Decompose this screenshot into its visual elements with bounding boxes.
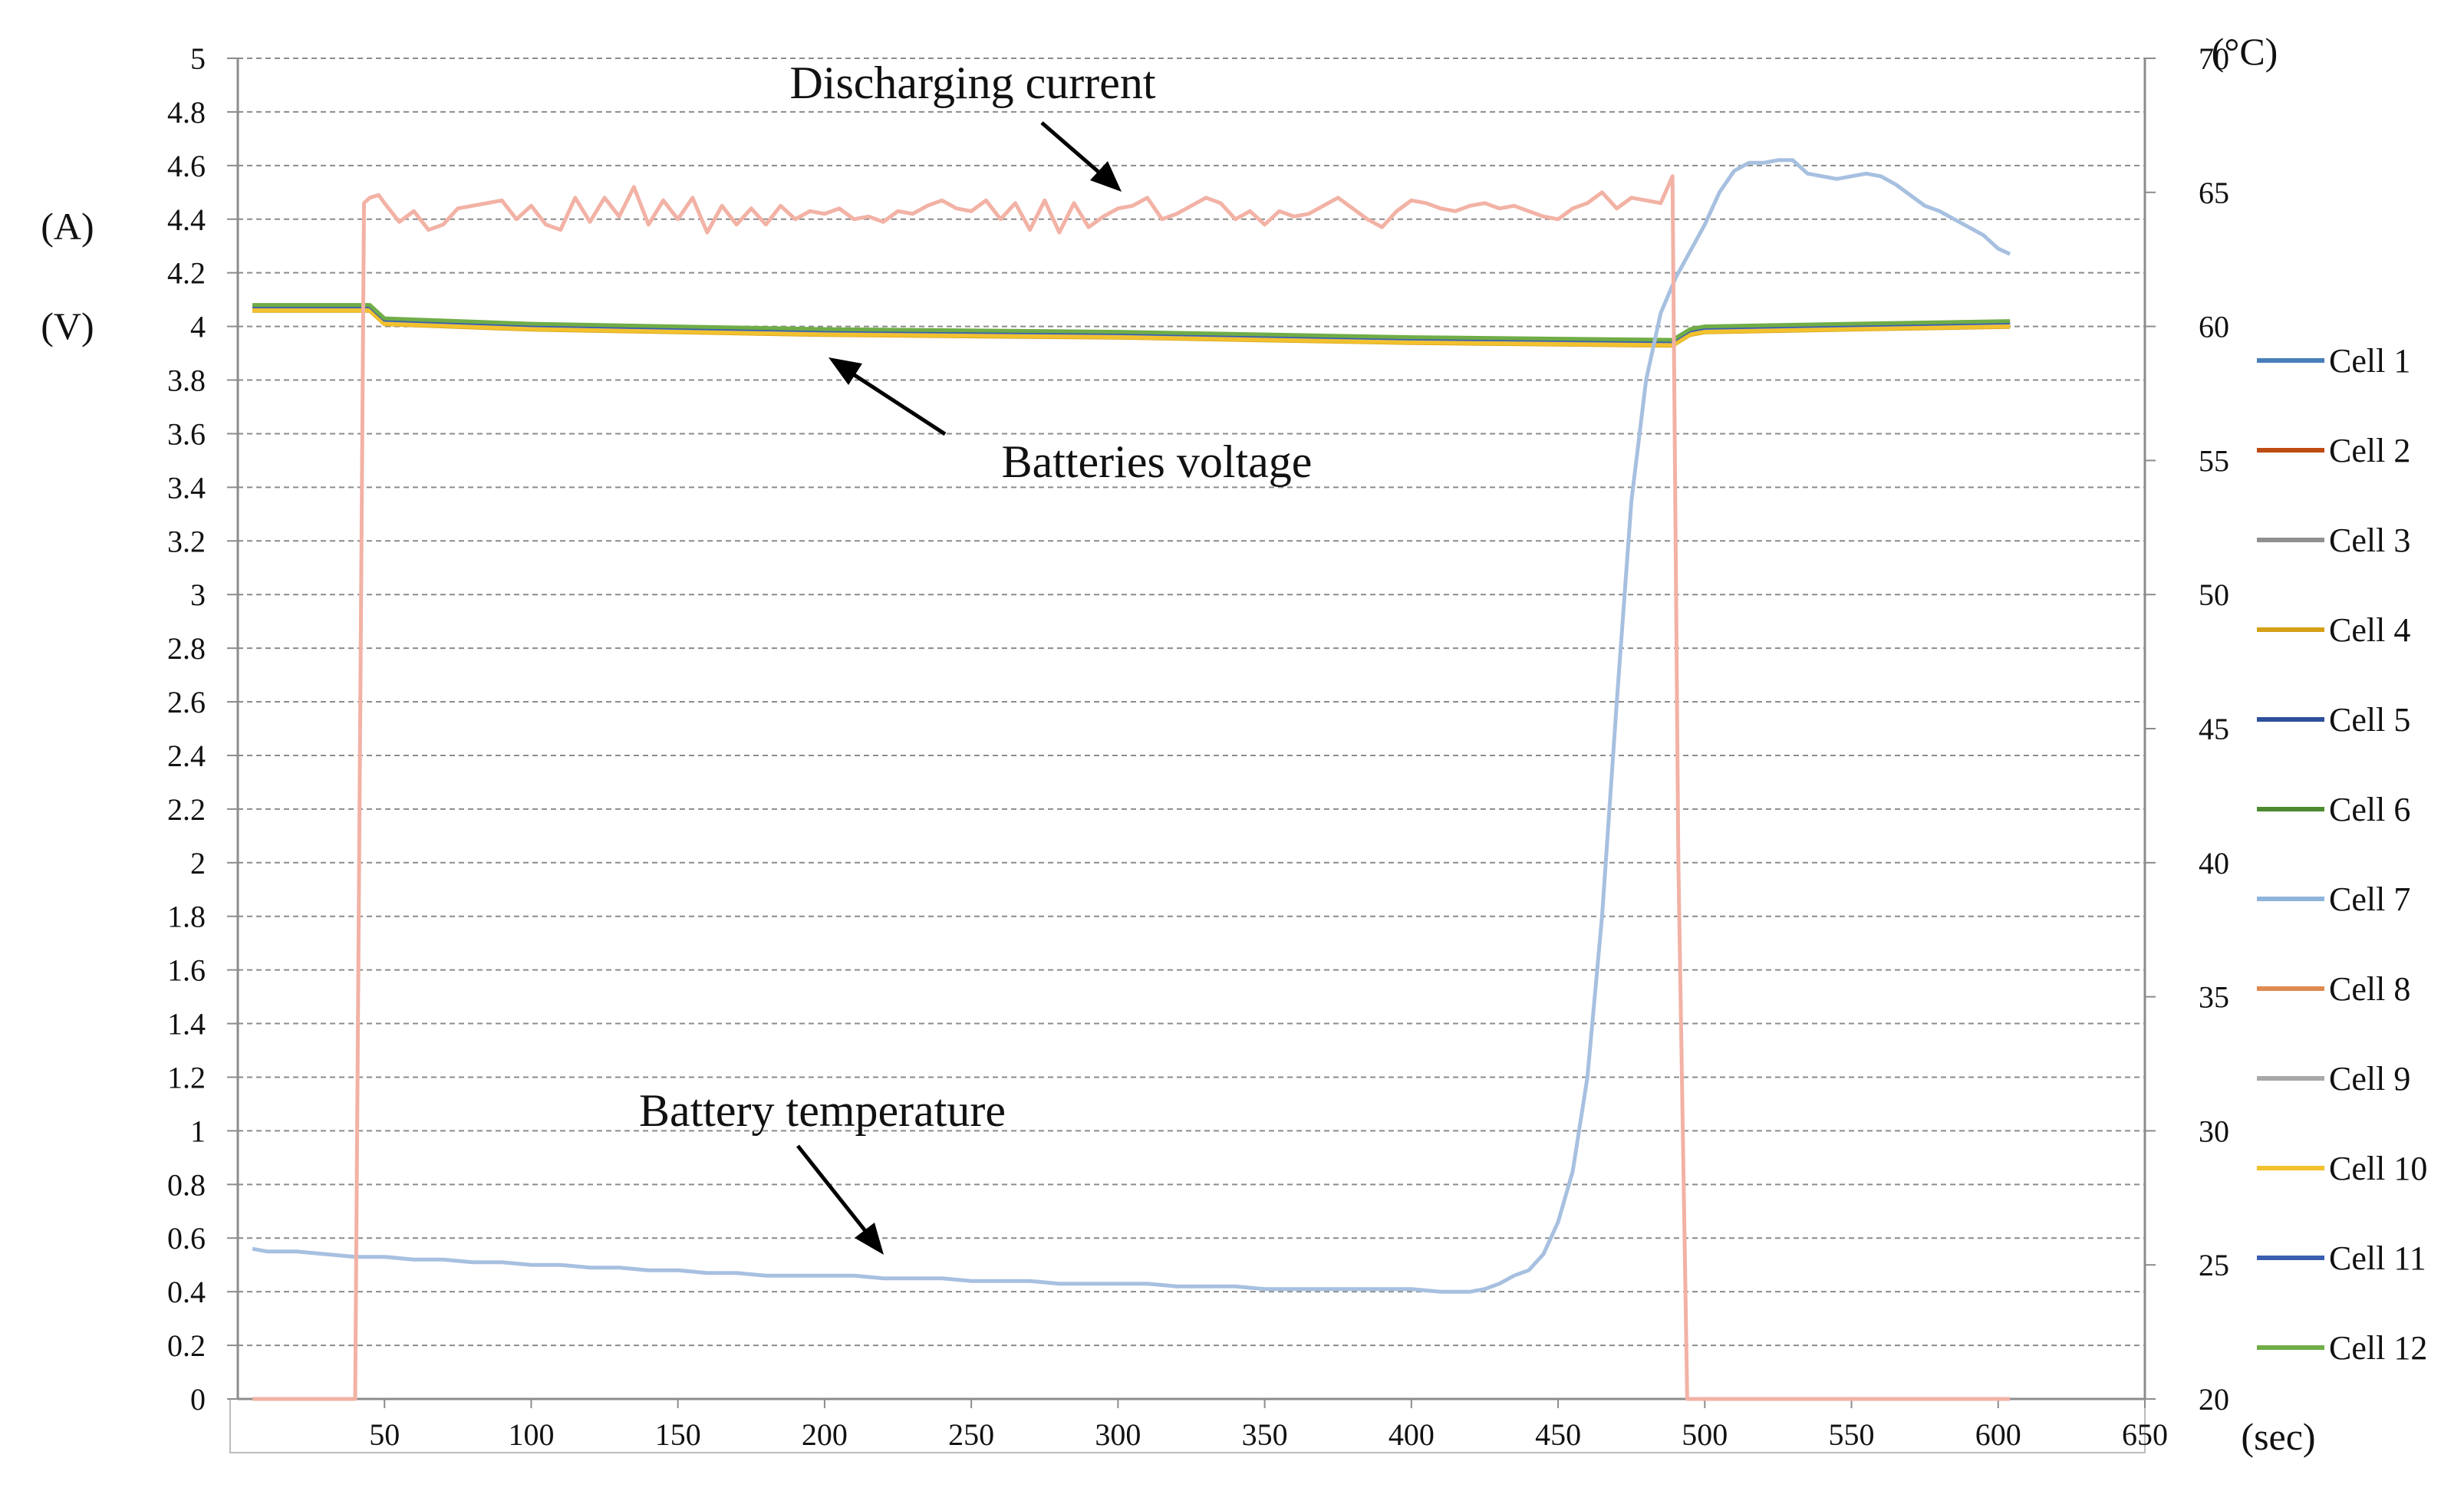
x-axis-ticks: 50 100 150 200 250 300 350 400 450 500 550 600 650: [369, 1399, 2168, 1452]
y-left-tick-label: 4.6: [167, 149, 206, 183]
y-left-tick-label: 1.6: [167, 953, 206, 988]
x-tick-label: 600: [1975, 1417, 2021, 1452]
x-tick-label: 300: [1095, 1417, 1141, 1452]
legend-label: Cell 12: [2329, 1329, 2427, 1367]
y-left-tick-label: 2.8: [167, 631, 206, 666]
y-left-tick-label: 1.4: [167, 1007, 206, 1042]
y-left-tick-label: 0.2: [167, 1328, 206, 1363]
y-left-tick-label: 2: [190, 846, 206, 880]
y-left-tick-label: 4: [190, 310, 206, 344]
x-tick-label: 550: [1829, 1417, 1875, 1452]
x-axis-label: (sec): [2241, 1415, 2315, 1458]
y-right-tick-label: 45: [2199, 712, 2229, 746]
x-tick-label: 150: [655, 1417, 701, 1452]
legend-label: Cell 7: [2329, 880, 2410, 918]
legend-label: Cell 5: [2329, 701, 2410, 739]
voltage-line-cell-12: [252, 303, 2011, 342]
x-tick-label: 350: [1242, 1417, 1288, 1452]
x-tick-label: 650: [2122, 1417, 2168, 1452]
voltage-line-cell-10: [252, 308, 2011, 347]
y-right-tick-label: 35: [2199, 980, 2229, 1015]
current-line: [252, 174, 2011, 1401]
y-right-tick-label: 60: [2199, 310, 2229, 344]
y-left-tick-label: 3.2: [167, 524, 206, 558]
legend-label: Cell 6: [2329, 791, 2410, 828]
y-left-tick-label: 2.6: [167, 685, 206, 719]
legend-label: Cell 3: [2329, 522, 2410, 559]
y-left-tick-label: 0.4: [167, 1275, 206, 1309]
x-tick-label: 400: [1388, 1417, 1435, 1452]
y-axis-left-label-voltage: (V): [41, 304, 94, 347]
y-axis-left-label-current: (A): [41, 205, 94, 248]
y-left-tick-label: 0.8: [167, 1167, 206, 1202]
y-left-tick-label: 3.6: [167, 416, 206, 451]
y-left-tick-label: 4.4: [167, 202, 206, 237]
y-right-tick-label: 70: [2199, 41, 2229, 76]
series-lines: [252, 158, 2011, 1401]
x-tick-label: 500: [1682, 1417, 1728, 1452]
y-left-tick-label: 4.2: [167, 256, 206, 291]
annotation-arrowhead-voltage: [828, 357, 862, 385]
legend: Cell 1 Cell 2 Cell 3 Cell 4 Cell 5 Cell 6 Cell…: [2257, 342, 2427, 1367]
legend-label: Cell 10: [2329, 1150, 2427, 1187]
y-left-tick-label: 0.6: [167, 1221, 206, 1256]
y-right-tick-label: 50: [2199, 578, 2229, 612]
y-left-tick-label: 1.2: [167, 1060, 206, 1094]
legend-label: Cell 1: [2329, 342, 2410, 380]
y-left-tick-label: 1: [190, 1114, 206, 1148]
y-right-tick-label: 40: [2199, 846, 2229, 880]
annotations: Discharging current Batteries voltage Ba…: [639, 58, 1312, 1255]
x-tick-label: 200: [802, 1417, 848, 1452]
x-tick-label: 50: [369, 1417, 400, 1452]
y-left-tick-label: 3.4: [167, 470, 206, 505]
y-right-tick-label: 25: [2199, 1248, 2229, 1282]
legend-label: Cell 8: [2329, 970, 2410, 1008]
y-right-tick-label: 65: [2199, 176, 2229, 210]
annotation-battery-temperature: Battery temperature: [639, 1085, 1006, 1136]
y-left-tick-label: 2.2: [167, 792, 206, 827]
y-axis-right-ticks: 20 25 30 35 40 45 50 55 60 65 70: [2145, 41, 2229, 1417]
y-left-tick-label: 3.8: [167, 364, 206, 398]
y-axis-left-ticks: 0 0.2 0.4 0.6 0.8 1 1.2 1.4 1.6 1.8 2 2.2 2.4 2.6 2.8 3…: [167, 41, 238, 1417]
y-right-tick-label: 30: [2199, 1114, 2229, 1148]
y-left-tick-label: 5: [190, 41, 206, 76]
y-left-tick-label: 2.4: [167, 739, 206, 773]
x-tick-label: 250: [948, 1417, 994, 1452]
temperature-line: [252, 158, 2011, 1294]
annotation-arrow-temperature: [796, 1144, 876, 1244]
y-left-tick-label: 4.8: [167, 95, 206, 130]
y-left-tick-label: 1.8: [167, 900, 206, 934]
annotation-arrow-voltage: [842, 366, 947, 436]
x-tick-label: 100: [508, 1417, 554, 1452]
y-left-tick-label: 3: [190, 578, 206, 612]
y-right-tick-label: 20: [2199, 1382, 2229, 1417]
x-tick-label: 450: [1535, 1417, 1581, 1452]
annotation-arrowhead-temperature: [855, 1223, 884, 1255]
legend-label: Cell 2: [2329, 432, 2410, 469]
y-axis-right-label: (°C): [2212, 30, 2278, 73]
annotation-batteries-voltage: Batteries voltage: [1002, 436, 1313, 487]
legend-label: Cell 4: [2329, 611, 2410, 649]
annotation-discharging-current: Discharging current: [789, 58, 1155, 108]
y-right-tick-label: 55: [2199, 443, 2229, 478]
y-left-tick-label: 0: [190, 1382, 206, 1417]
legend-label: Cell 9: [2329, 1060, 2410, 1098]
legend-label: Cell 11: [2329, 1239, 2426, 1277]
annotation-arrowhead-current: [1090, 161, 1122, 192]
